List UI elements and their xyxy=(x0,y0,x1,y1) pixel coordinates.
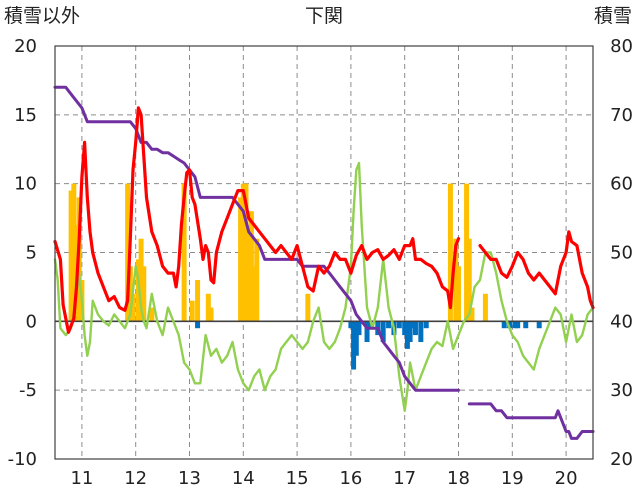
ytick-left-label: 0 xyxy=(26,311,37,332)
ytick-right-label: 40 xyxy=(610,311,633,332)
xtick-label: 12 xyxy=(124,468,147,489)
xtick-label: 13 xyxy=(178,468,201,489)
bar-positive xyxy=(181,183,187,322)
bar-negative xyxy=(351,321,357,370)
bar-negative xyxy=(356,321,362,336)
bar-negative xyxy=(402,321,408,336)
bar-positive xyxy=(447,183,453,322)
bar-positive xyxy=(149,307,155,322)
ytick-left-label: -10 xyxy=(8,449,37,470)
bar-positive xyxy=(482,293,488,322)
bar-negative xyxy=(410,321,416,329)
bar-negative xyxy=(386,321,392,329)
bar-positive xyxy=(205,293,211,322)
bar-negative xyxy=(507,321,513,329)
xtick-label: 19 xyxy=(501,468,524,489)
bar-positive xyxy=(68,190,74,322)
bar-negative xyxy=(515,321,521,329)
bar-positive xyxy=(138,238,144,322)
xtick-label: 11 xyxy=(70,468,93,489)
bar-positive xyxy=(248,211,254,322)
bar-positive xyxy=(464,183,470,322)
xtick-label: 20 xyxy=(555,468,578,489)
bar-positive xyxy=(141,266,147,322)
ytick-left-label: 10 xyxy=(14,174,37,195)
bar-positive xyxy=(456,266,461,322)
xtick-label: 15 xyxy=(286,468,309,489)
bar-positive xyxy=(195,280,201,322)
chart-title: 下関 xyxy=(305,5,343,27)
bar-negative xyxy=(536,321,542,329)
series-temperature xyxy=(478,230,595,310)
bar-negative xyxy=(501,321,507,329)
bar-positive xyxy=(305,293,311,322)
bar-positive xyxy=(240,183,246,322)
series-second-line xyxy=(53,161,595,412)
bar-positive xyxy=(466,238,472,322)
ytick-left-label: 15 xyxy=(14,105,37,126)
ytick-left-label: 20 xyxy=(14,36,37,57)
bar-negative xyxy=(195,321,201,329)
xtick-label: 16 xyxy=(339,468,362,489)
bar-negative xyxy=(404,321,410,349)
bar-negative xyxy=(412,321,418,336)
bar-positive xyxy=(130,293,136,322)
ytick-right-label: 50 xyxy=(610,243,633,264)
bar-negative xyxy=(380,321,386,342)
bar-positive xyxy=(189,300,195,322)
left-axis-label: 積雪以外 xyxy=(4,5,80,27)
bar-negative xyxy=(418,321,424,342)
bar-positive xyxy=(127,266,133,322)
ytick-right-label: 70 xyxy=(610,105,633,126)
bar-positive xyxy=(208,307,214,322)
ytick-right-label: 60 xyxy=(610,174,633,195)
xtick-label: 17 xyxy=(393,468,416,489)
bar-negative xyxy=(364,321,370,342)
ytick-right-label: 80 xyxy=(610,36,633,57)
series-temperature xyxy=(53,106,461,334)
plot-frame xyxy=(54,45,594,460)
ytick-left-label: -5 xyxy=(19,380,37,401)
bar-negative xyxy=(396,321,402,329)
xtick-label: 18 xyxy=(447,468,470,489)
bar-positive xyxy=(125,183,131,322)
ytick-right-label: 20 xyxy=(610,449,633,470)
bar-positive xyxy=(243,183,249,322)
grid xyxy=(55,46,593,459)
bar-positive xyxy=(453,238,459,322)
bar-negative xyxy=(367,321,373,329)
right-axis-label: 積雪 xyxy=(594,5,632,27)
bar-positive xyxy=(238,197,244,322)
bar-negative xyxy=(523,321,529,329)
series-snow-depth xyxy=(467,402,595,440)
bar-negative xyxy=(348,321,354,329)
xtick-label: 14 xyxy=(232,468,255,489)
ytick-left-label: 5 xyxy=(26,243,37,264)
bar-negative xyxy=(512,321,518,329)
bar-negative xyxy=(423,321,429,329)
bar-negative xyxy=(407,321,413,342)
bar-positive xyxy=(469,307,475,322)
ytick-right-label: 30 xyxy=(610,380,633,401)
bar-positive xyxy=(251,266,257,322)
series-lines xyxy=(53,85,595,440)
bar-negative xyxy=(353,321,359,356)
bar-positive xyxy=(254,238,260,322)
bar-positive xyxy=(246,224,252,322)
bar-positive xyxy=(71,183,77,322)
